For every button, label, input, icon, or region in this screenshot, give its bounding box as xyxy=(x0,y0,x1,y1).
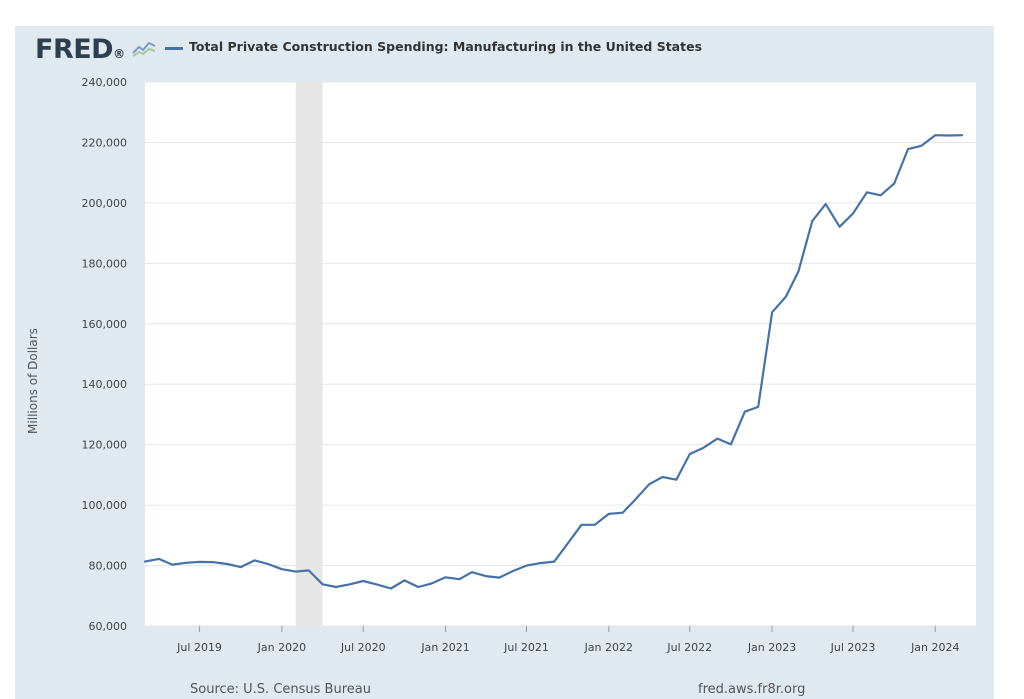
x-tick-label: Jan 2023 xyxy=(747,641,796,654)
chart-header: FRED® Total Private Construction Spendin… xyxy=(15,26,994,76)
series-line xyxy=(143,134,964,590)
y-tick-label: 80,000 xyxy=(89,560,128,573)
x-tick-label: Jul 2022 xyxy=(666,641,712,654)
fred-logo[interactable]: FRED® xyxy=(35,34,125,65)
chart-line-icon xyxy=(131,38,157,58)
x-tick-label: Jul 2019 xyxy=(176,641,222,654)
recession-band xyxy=(295,82,323,626)
chart-frame: FRED® Total Private Construction Spendin… xyxy=(15,26,994,699)
y-tick-label: 180,000 xyxy=(82,257,128,270)
y-tick-label: 240,000 xyxy=(82,76,128,89)
line-chart: 60,000 80,000 100,000 120,000 140,000 160,000… xyxy=(82,76,976,654)
legend-swatch xyxy=(165,47,183,50)
y-tick-label: 220,000 xyxy=(82,136,128,149)
y-tick-label: 200,000 xyxy=(82,197,128,210)
y-tick-label: 140,000 xyxy=(82,378,128,391)
x-tick-label: Jul 2021 xyxy=(503,641,549,654)
chart-title: Total Private Construction Spending: Man… xyxy=(189,39,703,54)
x-tick-label: Jan 2021 xyxy=(420,641,469,654)
y-tick-label: 160,000 xyxy=(82,318,128,331)
plot-area xyxy=(145,82,976,626)
y-tick-label: 60,000 xyxy=(89,620,128,633)
x-tick-label: Jul 2023 xyxy=(830,641,876,654)
x-tick-label: Jan 2022 xyxy=(584,641,633,654)
y-tick-label: 100,000 xyxy=(82,499,128,512)
source-credit: Source: U.S. Census Bureau xyxy=(190,682,371,697)
x-tick-label: Jul 2020 xyxy=(340,641,386,654)
y-tick-label: 120,000 xyxy=(82,439,128,452)
x-tick-label: Jan 2024 xyxy=(910,641,959,654)
x-tick-label: Jan 2020 xyxy=(257,641,306,654)
site-credit[interactable]: fred.aws.fr8r.org xyxy=(698,682,806,697)
